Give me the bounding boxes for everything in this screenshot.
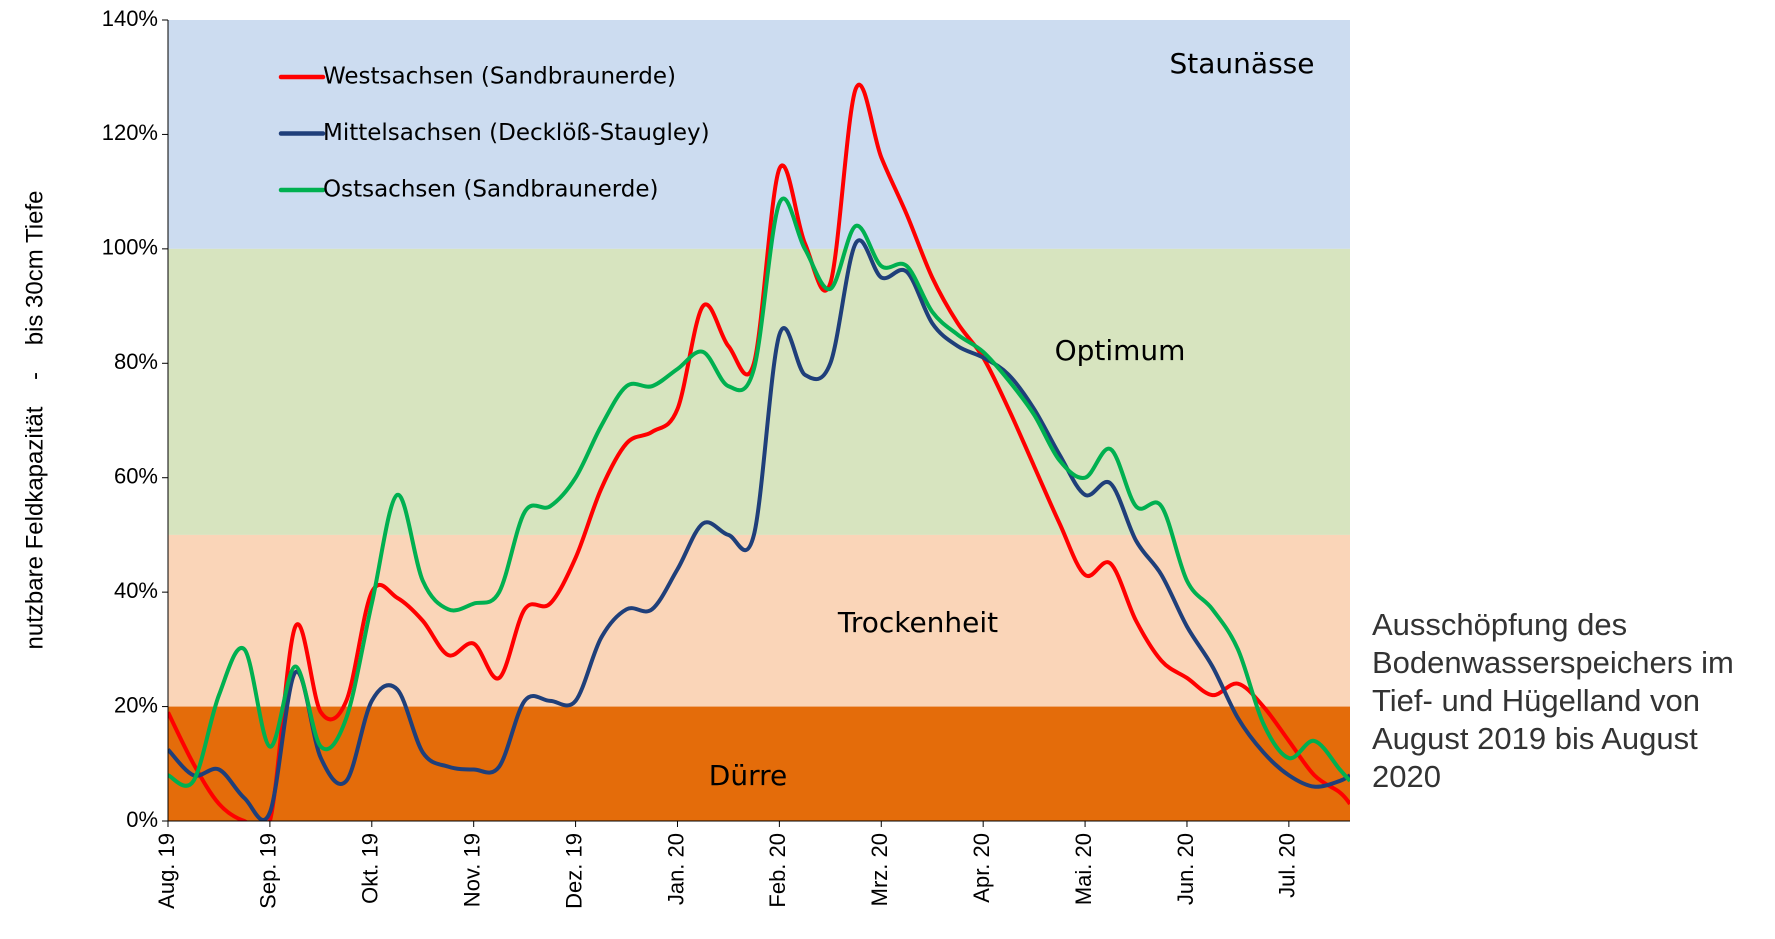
series-line — [168, 196, 1350, 788]
y-axis-label: nutzbare Feldkapazität - bis 30cm Tiefe — [21, 191, 48, 650]
y-tick-label: 80% — [114, 349, 158, 374]
y-tick-label: 140% — [102, 6, 158, 31]
caption: Ausschöpfung des Bodenwasserspeichers im… — [1372, 607, 1734, 794]
y-tick-label: 60% — [114, 464, 158, 489]
zone-label: Dürre — [709, 759, 787, 792]
zone-label: Trockenheit — [837, 606, 998, 639]
y-tick-label: 0% — [126, 807, 158, 832]
x-tick-label: Sep. 19 — [256, 833, 281, 909]
x-tick-label: Okt. 19 — [358, 833, 383, 904]
x-tick-label: Aug. 19 — [154, 833, 179, 909]
legend-label: Ostsachsen (Sandbraunerde) — [323, 177, 659, 203]
zone-band — [168, 20, 1350, 249]
x-tick-label: Apr. 20 — [969, 833, 994, 903]
zone-band — [168, 534, 1350, 707]
x-tick-label: Mai. 20 — [1071, 833, 1096, 905]
x-tick-label: Nov. 19 — [460, 833, 485, 907]
y-tick-label: 120% — [102, 120, 158, 145]
x-tick-label: Jul. 20 — [1275, 833, 1300, 898]
y-tick-label: 40% — [114, 578, 158, 603]
series-line — [168, 238, 1350, 821]
x-tick-label: Jun. 20 — [1173, 833, 1198, 905]
y-tick-label: 20% — [114, 692, 158, 717]
zone-label: Staunässe — [1170, 47, 1315, 80]
x-tick-label: Dez. 19 — [561, 833, 586, 909]
x-tick-label: Mrz. 20 — [867, 833, 892, 906]
x-tick-label: Jan. 20 — [663, 833, 688, 905]
legend-label: Mittelsachsen (Decklöß-Staugley) — [323, 120, 710, 146]
x-tick-label: Feb. 20 — [765, 833, 790, 908]
legend-label: Westsachsen (Sandbraunerde) — [323, 64, 676, 90]
zone-label: Optimum — [1055, 334, 1186, 367]
y-tick-label: 100% — [102, 235, 158, 260]
